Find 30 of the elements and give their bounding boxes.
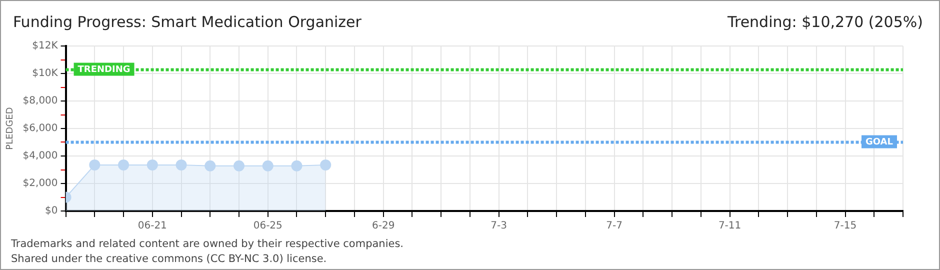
y-tick-label: $0 [45,206,58,217]
chart-subtitle: Trending: $10,270 (205%) [728,13,923,31]
ref-line-label: TRENDING [78,65,130,76]
y-tick-label: $8,000 [22,96,58,107]
point [118,159,130,170]
point [89,159,100,170]
point [176,159,187,170]
chart-title: Funding Progress: Smart Medication Organizer [13,13,362,31]
y-tick-label: $12K [32,40,58,52]
point [204,160,216,172]
text: Shared under the creative commons (CC BY-NC 3.0) license. [11,252,328,267]
point [234,160,245,172]
y-tick-label: $6,000 [22,123,58,134]
x-tick-label: 7-3 [490,220,507,232]
x-tick-label: 7-11 [718,220,742,232]
y-axis-title: PLEDGED [6,107,16,150]
x-tick-label: 7-15 [834,220,857,232]
point [146,159,158,170]
point [320,159,332,170]
y-tick-label: $2,000 [22,178,58,190]
text: Trademarks and related content are owned by their respective companies. [11,237,404,252]
point [262,160,274,172]
y-tick-label: $10K [32,68,58,80]
x-tick-label: 06-21 [138,220,167,232]
y-tick-label: $4,000 [22,150,58,162]
x-tick-label: 6-29 [372,220,395,232]
point [291,160,302,172]
x-tick-label: 06-25 [253,220,282,232]
ref-line-label: GOAL [866,138,894,148]
x-tick-label: 7-7 [606,220,622,232]
